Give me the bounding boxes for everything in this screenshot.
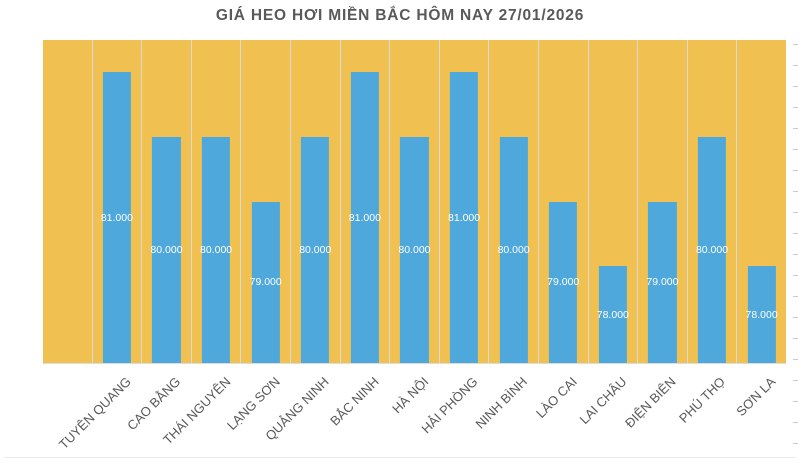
- bar-value-label: 80.000: [150, 243, 183, 256]
- bar-value-label: 79.000: [249, 276, 282, 289]
- bar-tuyên-quang: 81.000: [100, 72, 133, 363]
- category-column: 80.000: [489, 40, 539, 363]
- bar-value-label: 81.000: [447, 211, 481, 224]
- x-axis-label: SƠN LA: [732, 374, 778, 420]
- category-column: 81.000: [440, 40, 490, 363]
- category-column: 80.000: [291, 40, 341, 363]
- bar-lào-cai: 79.000: [547, 201, 580, 363]
- x-axis-label: LÀO CAI: [532, 374, 580, 421]
- x-axis-label: TUYÊN QUANG: [55, 374, 134, 453]
- bar-value-label: 81.000: [348, 211, 381, 224]
- bar-hải-phòng: 81.000: [447, 72, 481, 363]
- category-column: 81.000: [93, 40, 143, 363]
- bar-value-label: 78.000: [596, 308, 629, 321]
- bar-value-label: 79.000: [646, 276, 679, 289]
- bar-thái-nguyên: 80.000: [200, 136, 233, 363]
- bar-sơn-la: 78.000: [745, 266, 778, 363]
- bar-điện-biên: 79.000: [646, 201, 679, 363]
- bar-value-label: 80.000: [299, 243, 332, 256]
- category-column: 79.000: [638, 40, 688, 363]
- bar-cao-bằng: 80.000: [150, 136, 183, 363]
- category-column: 80.000: [390, 40, 440, 363]
- x-axis-label: ĐIỆN BIÊN: [622, 374, 679, 431]
- bar-value-label: 80.000: [398, 243, 431, 256]
- category-column: 78.000: [589, 40, 639, 363]
- x-axis-label: NINH BÌNH: [472, 374, 531, 432]
- bar-bắc-ninh: 81.000: [348, 72, 381, 363]
- x-axis-label: HÀ NỘI: [388, 374, 432, 417]
- category-column: [43, 40, 93, 363]
- chart-bottom-border: [4, 457, 796, 458]
- bar-phú-thọ: 80.000: [695, 136, 729, 363]
- bar-value-label: 81.000: [100, 211, 133, 224]
- bar-lạng-sơn: 79.000: [249, 201, 282, 363]
- bar-hà-nội: 80.000: [398, 136, 431, 363]
- bar-value-label: 80.000: [695, 243, 729, 256]
- x-axis-label: BẮC NINH: [327, 374, 382, 429]
- category-column: 80.000: [192, 40, 242, 363]
- category-column: 80.000: [688, 40, 738, 363]
- bar-value-label: 78.000: [745, 308, 778, 321]
- bar-ninh-bình: 80.000: [497, 136, 530, 363]
- x-axis-label: PHÚ THỌ: [676, 374, 729, 426]
- bar-quảng-ninh: 80.000: [299, 136, 332, 363]
- bar-value-label: 80.000: [200, 243, 233, 256]
- category-column: 79.000: [539, 40, 589, 363]
- chart-title: GIÁ HEO HƠI MIỀN BẮC HÔM NAY 27/01/2026: [215, 7, 585, 24]
- bar-lai-châu: 78.000: [596, 266, 629, 363]
- bar-value-label: 79.000: [547, 276, 580, 289]
- plot-area: 81.000 80.000 80.000 79.000 80.000 81.000 80.0…: [43, 40, 786, 364]
- bar-value-label: 80.000: [497, 243, 530, 256]
- category-column: 78.000: [737, 40, 786, 363]
- category-column: 81.000: [341, 40, 391, 363]
- category-column: 80.000: [142, 40, 192, 363]
- x-axis-labels: TUYÊN QUANG CAO BẰNG THÁI NGUYÊN LẠNG SƠN QU…: [0, 363, 800, 464]
- right-axis-ticks: [793, 44, 798, 459]
- category-column: 79.000: [241, 40, 291, 363]
